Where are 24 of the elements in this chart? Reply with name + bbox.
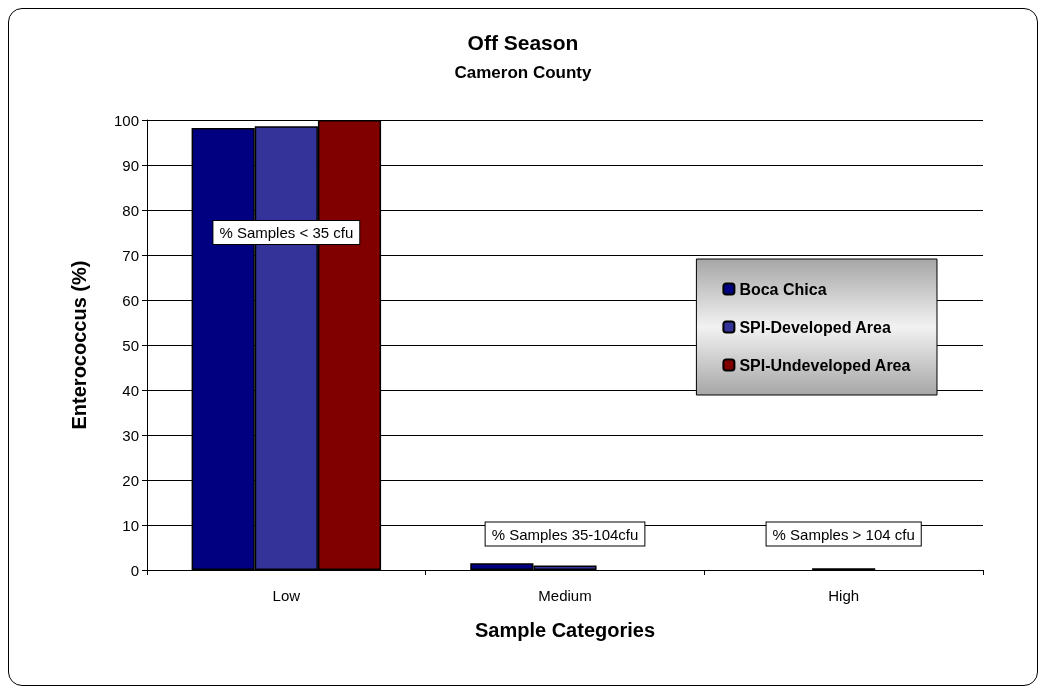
y-tick-label: 90 — [122, 156, 139, 174]
y-tick-label: 60 — [122, 291, 139, 309]
annotation: % Samples > 104 cfu — [772, 525, 915, 543]
legend-label: SPI-Undeveloped Area — [739, 356, 911, 374]
y-tick-label: 20 — [122, 471, 139, 489]
annotation: % Samples < 35 cfu — [219, 224, 354, 241]
y-tick-label: 0 — [130, 561, 139, 579]
x-tick-label: Low — [272, 587, 301, 604]
y-tick-label: 80 — [122, 201, 139, 219]
y-tick-label: 100 — [113, 111, 139, 129]
chart-subtitle: Cameron County — [454, 63, 593, 82]
legend-label: Boca Chica — [739, 280, 827, 298]
annotation: % Samples 35-104cfu — [491, 525, 639, 543]
y-tick-label: 50 — [122, 336, 139, 354]
y-tick-label: 70 — [122, 246, 139, 264]
y-tick-label: 10 — [122, 516, 139, 534]
y-axis-title: Enterococcus (%) — [68, 260, 90, 430]
chart-title: Off Season — [467, 31, 579, 54]
x-axis-title: Sample Categories — [474, 619, 656, 641]
y-tick-label: 30 — [122, 426, 139, 444]
legend-label: SPI-Developed Area — [739, 318, 891, 336]
y-tick-label: 40 — [122, 381, 139, 399]
x-tick-label: High — [828, 587, 860, 604]
x-tick-label: Medium — [538, 587, 592, 604]
